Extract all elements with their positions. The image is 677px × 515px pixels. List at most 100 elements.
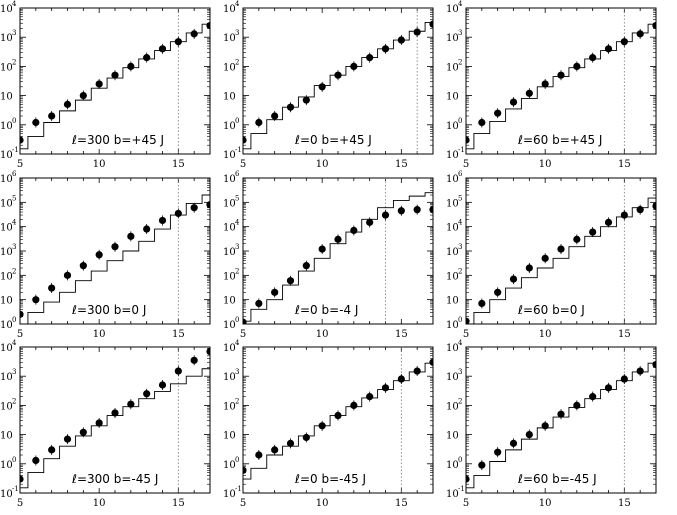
data-point xyxy=(127,62,135,70)
y-tick-label: 10 xyxy=(446,62,459,73)
y-tick-exponent: 0 xyxy=(458,316,462,324)
y-tick-exponent: 2 xyxy=(458,58,462,66)
y-tick-label: 10 xyxy=(0,33,13,44)
data-point xyxy=(206,201,210,209)
y-tick-exponent: 4 xyxy=(12,219,17,227)
data-point xyxy=(255,299,263,308)
y-tick-exponent: 0 xyxy=(12,117,16,125)
y-tick-exponent: 4 xyxy=(235,0,240,8)
data-point xyxy=(478,461,486,469)
y-tick-exponent: 3 xyxy=(235,29,239,37)
data-point xyxy=(243,318,247,324)
y-tick-label: 10 xyxy=(446,150,459,161)
y-tick-exponent: 3 xyxy=(458,243,462,251)
data-point xyxy=(111,243,119,251)
data-point xyxy=(318,83,326,91)
data-point xyxy=(573,235,581,243)
data-point xyxy=(557,71,565,79)
data-point xyxy=(652,360,656,369)
data-point xyxy=(509,275,518,283)
data-point xyxy=(48,284,56,292)
y-tick-exponent: 5 xyxy=(458,194,462,202)
data-point xyxy=(589,393,597,401)
y-tick-label: 10 xyxy=(223,33,236,44)
data-point xyxy=(63,271,72,279)
y-tick-label: 10 xyxy=(446,343,459,354)
x-tick-label: 10 xyxy=(539,329,552,340)
y-tick-label: 10 xyxy=(223,198,236,209)
data-point xyxy=(143,225,151,233)
y-tick-exponent: 2 xyxy=(458,267,462,275)
y-tick-exponent: 6 xyxy=(458,170,463,178)
panel-label: ℓ=0 b=-4 J xyxy=(294,303,358,317)
y-tick-exponent: 2 xyxy=(235,58,239,66)
data-point xyxy=(636,206,644,214)
y-tick-exponent: 2 xyxy=(235,267,239,275)
data-point xyxy=(255,451,263,459)
y-tick-label: 10 xyxy=(223,4,236,15)
y-tick-label: 10 xyxy=(0,174,13,185)
y-tick-exponent: 3 xyxy=(235,243,239,251)
panel-label: ℓ=300 b=0 J xyxy=(71,303,146,317)
data-point xyxy=(243,136,247,144)
y-tick-exponent: 3 xyxy=(12,29,16,37)
data-point xyxy=(589,228,597,236)
data-point xyxy=(111,409,119,417)
y-tick-label: 10 xyxy=(0,372,13,383)
y-tick-label: 10 xyxy=(446,460,459,471)
data-point xyxy=(20,310,24,318)
data-point xyxy=(429,20,433,28)
panel-label: ℓ=0 b=-45 J xyxy=(294,472,366,486)
x-tick-label: 15 xyxy=(618,329,631,340)
data-point xyxy=(397,375,405,383)
y-tick-label: 10 xyxy=(446,33,459,44)
y-tick-exponent: 3 xyxy=(458,368,462,376)
data-point xyxy=(95,419,103,427)
data-point xyxy=(158,45,167,53)
x-tick-label: 5 xyxy=(463,159,469,170)
data-point xyxy=(557,245,565,253)
x-tick-label: 10 xyxy=(316,329,329,340)
y-tick-label: 10 xyxy=(0,271,13,282)
y-tick-label: 10 xyxy=(223,271,236,282)
y-tick-label: 10 xyxy=(0,198,13,209)
data-point xyxy=(190,30,198,38)
data-point xyxy=(79,262,87,270)
y-tick-exponent: 6 xyxy=(235,170,240,178)
data-point xyxy=(541,254,549,262)
y-tick-label: 10 xyxy=(446,174,459,185)
data-point xyxy=(466,317,470,324)
data-point xyxy=(174,38,182,46)
x-tick-label: 10 xyxy=(93,329,106,340)
y-tick-label: 10 xyxy=(223,121,236,132)
data-point xyxy=(206,347,210,356)
data-point xyxy=(302,96,310,104)
y-tick-label: 10 xyxy=(446,92,459,103)
y-tick-exponent: 2 xyxy=(235,397,239,405)
data-point xyxy=(79,92,87,100)
data-point xyxy=(243,466,247,474)
y-tick-label: 10 xyxy=(446,198,459,209)
y-tick-exponent: 4 xyxy=(12,0,17,8)
y-tick-exponent: -1 xyxy=(458,146,465,154)
y-tick-label: 10 xyxy=(223,247,236,258)
data-point xyxy=(573,62,581,70)
data-point xyxy=(334,235,342,243)
y-tick-exponent: 0 xyxy=(235,456,239,464)
data-point xyxy=(302,433,310,442)
x-tick-label: 15 xyxy=(618,498,631,509)
y-tick-label: 10 xyxy=(0,431,13,442)
x-tick-label: 15 xyxy=(395,498,408,509)
x-tick-label: 15 xyxy=(395,159,408,170)
data-point xyxy=(429,358,433,366)
data-point xyxy=(127,232,135,240)
y-tick-exponent: 0 xyxy=(12,316,16,324)
data-point xyxy=(79,428,87,436)
data-point xyxy=(318,245,326,253)
data-point xyxy=(32,296,40,304)
y-tick-label: 10 xyxy=(0,401,13,412)
y-tick-label: 10 xyxy=(446,489,459,500)
